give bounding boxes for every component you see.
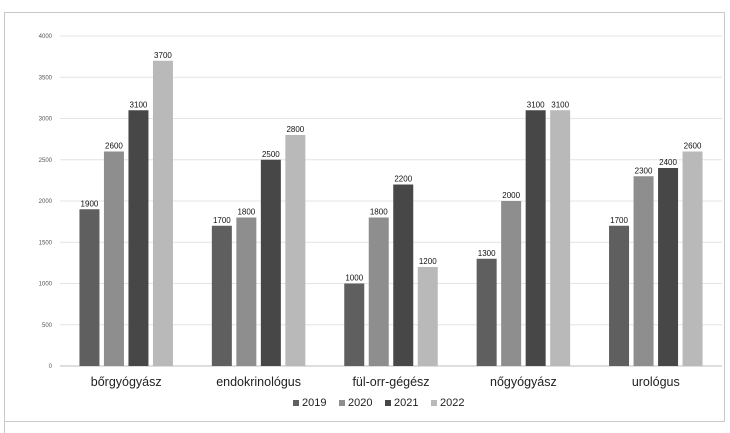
data-label: 1700 (213, 216, 231, 225)
legend: 2019 2020 2021 2022 (293, 397, 464, 409)
legend-swatch (385, 400, 391, 406)
category-label: urológus (632, 375, 680, 389)
bar-2022 (550, 110, 571, 366)
category-label: fül-orr-gégész (352, 375, 429, 389)
legend-label: 2019 (302, 397, 326, 409)
bar-2021 (393, 184, 414, 366)
data-label: 3700 (154, 51, 172, 60)
bar-2019 (344, 283, 365, 366)
chart-frame (4, 12, 725, 422)
bars (79, 60, 703, 366)
data-label: 1800 (370, 208, 388, 217)
y-tick-label: 3000 (39, 117, 53, 123)
data-label: 2300 (635, 166, 653, 175)
data-label: 3100 (527, 100, 545, 109)
data-label: 3100 (130, 100, 148, 109)
legend-label: 2020 (348, 397, 372, 409)
bar-2019 (476, 258, 497, 366)
legend-swatch (339, 400, 345, 406)
data-label: 1900 (81, 199, 99, 208)
data-label: 1000 (345, 274, 363, 283)
data-label: 2000 (502, 191, 520, 200)
bar-2021 (128, 110, 149, 366)
bar-2021 (525, 110, 546, 366)
y-tick-label: 500 (42, 323, 53, 329)
legend-label: 2021 (394, 397, 418, 409)
category-label: endokrinológus (216, 375, 301, 389)
y-tick-label: 3500 (39, 75, 53, 81)
bar-2021 (260, 159, 281, 366)
bar-2020 (236, 217, 257, 366)
data-label: 3100 (551, 100, 569, 109)
y-tick-label: 0 (49, 364, 53, 370)
data-label: 2600 (684, 142, 702, 151)
bar-2022 (417, 267, 438, 366)
bar-2020 (633, 176, 654, 366)
y-tick-label: 2000 (39, 199, 53, 205)
data-labels: 1900 2600 3100 3700 1700 1800 2500 2800 1000 1800… (81, 51, 702, 283)
data-label: 2600 (105, 142, 123, 151)
category-label: nőgyógyász (490, 375, 557, 389)
x-axis-categories: bőrgyógyász endokrinológus fül-orr-gégész n… (91, 375, 680, 389)
bar-2022 (682, 151, 703, 366)
data-label: 1800 (237, 208, 255, 217)
data-label: 1200 (419, 257, 437, 266)
data-label: 2500 (262, 150, 280, 159)
data-label: 2200 (394, 175, 412, 184)
bar-2019 (211, 225, 232, 366)
y-tick-label: 4000 (39, 34, 53, 40)
data-label: 1700 (610, 216, 628, 225)
data-label: 2800 (286, 125, 304, 134)
bar-2021 (658, 168, 679, 366)
y-axis-ticks: 0 500 1000 1500 2000 2500 3000 3500 4000 (39, 34, 53, 370)
legend-label: 2022 (440, 397, 464, 409)
legend-swatch (431, 400, 437, 406)
y-tick-label: 2500 (39, 158, 53, 164)
bar-2020 (103, 151, 124, 366)
category-label: bőrgyógyász (91, 375, 162, 389)
bar-2022 (285, 135, 306, 366)
y-tick-label: 1500 (39, 240, 53, 246)
bar-2022 (152, 60, 173, 366)
y-tick-label: 1000 (39, 282, 53, 288)
bar-2020 (501, 201, 522, 366)
frame-left-edge (4, 12, 5, 433)
data-label: 1300 (478, 249, 496, 258)
bar-2020 (368, 217, 389, 366)
legend-swatch (293, 400, 299, 406)
bar-2019 (609, 225, 630, 366)
bar-2019 (79, 209, 100, 366)
data-label: 2400 (659, 158, 677, 167)
